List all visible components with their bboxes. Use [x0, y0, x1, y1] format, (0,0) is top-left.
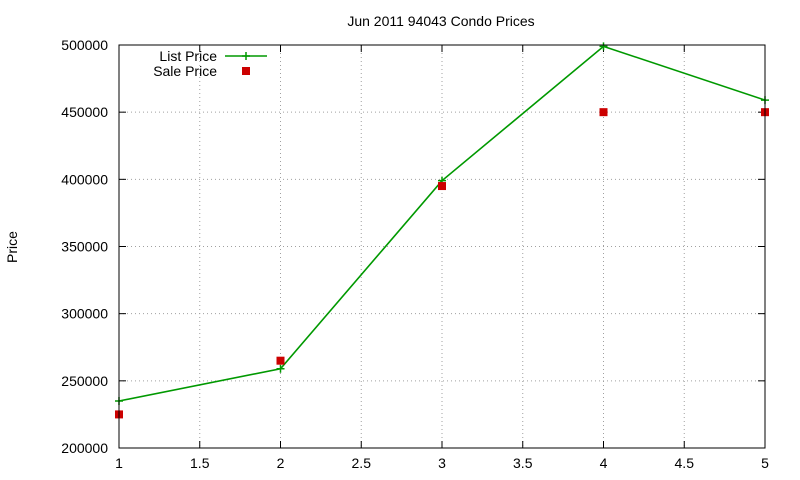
y-tick-label: 250000 [61, 373, 108, 389]
data-point-square [276, 356, 285, 365]
x-tick-label: 3.5 [513, 455, 533, 471]
legend-marker-plus [242, 52, 250, 60]
series-line [118, 45, 766, 402]
data-point-square [599, 108, 608, 117]
x-tick-label: 4.5 [675, 455, 695, 471]
data-point-plus [599, 42, 608, 51]
y-tick-label: 400000 [61, 171, 108, 187]
x-tick-label: 3 [438, 455, 446, 471]
y-axis-label: Price [4, 231, 20, 263]
grid-lines [119, 45, 765, 448]
x-tick-label: 5 [761, 455, 769, 471]
y-tick-label: 450000 [61, 104, 108, 120]
series-list-price [115, 42, 769, 405]
x-tick-label: 1 [115, 455, 123, 471]
x-tick-label: 2 [277, 455, 285, 471]
y-tick-label: 500000 [61, 37, 108, 53]
data-point-square [438, 182, 446, 191]
series-layer [115, 42, 769, 419]
y-tick-label: 350000 [61, 239, 108, 255]
legend-label: Sale Price [153, 63, 217, 79]
y-tick-label: 200000 [61, 440, 108, 456]
plot-border [118, 44, 766, 449]
x-tick-label: 2.5 [352, 455, 372, 471]
y-ticks: 200000 250000 300000 350000 400000 450000 5000… [61, 37, 765, 456]
chart-title: Jun 2011 94043 Condo Prices [347, 13, 534, 29]
data-point-plus [276, 364, 285, 373]
x-tick-label: 1.5 [190, 455, 210, 471]
legend-label: List Price [159, 48, 217, 64]
x-ticks: 1 1.5 2 2.5 3 3.5 4 4.5 5 [115, 45, 769, 471]
series-sale-price [115, 108, 769, 419]
y-tick-label: 300000 [61, 306, 108, 322]
x-tick-label: 4 [600, 455, 608, 471]
legend-marker-square [242, 67, 250, 75]
